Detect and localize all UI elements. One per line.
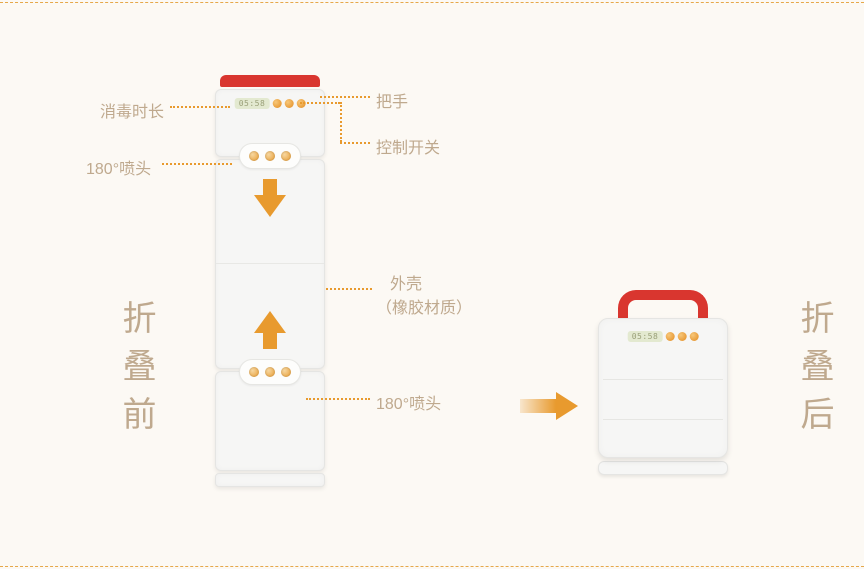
device-mid-section bbox=[215, 159, 325, 369]
nozzle-hole-icon bbox=[249, 151, 259, 161]
nozzle-hole-icon bbox=[265, 367, 275, 377]
arrow-shaft bbox=[520, 399, 556, 413]
fold-line bbox=[603, 419, 723, 420]
nozzle-bottom bbox=[239, 359, 301, 385]
arrow-up-icon bbox=[254, 311, 286, 333]
arrow-head bbox=[556, 392, 578, 420]
device-folded: 05:58 bbox=[598, 290, 728, 475]
page-top-border bbox=[0, 2, 864, 3]
callout-line bbox=[162, 163, 232, 165]
folded-body: 05:58 bbox=[598, 318, 728, 458]
device-unfolded: 05:58 bbox=[215, 75, 325, 487]
display-panel: 05:58 bbox=[230, 96, 311, 111]
callout-line bbox=[326, 288, 372, 290]
page-bottom-border bbox=[0, 566, 864, 567]
led-icon bbox=[272, 99, 281, 108]
label-disinfect-time: 消毒时长 bbox=[100, 98, 164, 122]
arrow-down-icon bbox=[254, 195, 286, 217]
folded-base bbox=[598, 461, 728, 475]
label-before-fold: 折叠前 bbox=[112, 300, 161, 444]
label-control-switch: 控制开关 bbox=[376, 134, 440, 158]
label-after-fold: 折叠后 bbox=[790, 300, 839, 444]
label-handle: 把手 bbox=[376, 88, 408, 112]
led-icon bbox=[689, 332, 698, 341]
led-icon bbox=[665, 332, 674, 341]
nozzle-hole-icon bbox=[281, 367, 291, 377]
nozzle-hole-icon bbox=[249, 367, 259, 377]
nozzle-top bbox=[239, 143, 301, 169]
label-nozzle-left: 180°喷头 bbox=[86, 155, 151, 179]
handle-bar bbox=[220, 75, 320, 87]
lcd-readout: 05:58 bbox=[235, 98, 270, 109]
fold-line bbox=[603, 379, 723, 380]
callout-line bbox=[300, 102, 340, 104]
display-panel-folded: 05:58 bbox=[623, 329, 704, 344]
label-shell-line2: （橡胶材质） bbox=[376, 294, 472, 318]
device-top-section: 05:58 bbox=[215, 89, 325, 157]
callout-line bbox=[306, 398, 370, 400]
device-base bbox=[215, 473, 325, 487]
callout-line bbox=[340, 102, 342, 142]
nozzle-hole-icon bbox=[281, 151, 291, 161]
nozzle-hole-icon bbox=[265, 151, 275, 161]
device-bottom-section bbox=[215, 371, 325, 471]
section-divider bbox=[216, 263, 324, 264]
callout-line bbox=[170, 106, 230, 108]
label-shell-line1: 外壳 bbox=[390, 270, 422, 294]
label-nozzle-bottom: 180°喷头 bbox=[376, 390, 441, 414]
lcd-readout-folded: 05:58 bbox=[628, 331, 663, 342]
led-icon bbox=[677, 332, 686, 341]
led-icon bbox=[284, 99, 293, 108]
callout-line bbox=[340, 142, 370, 144]
transition-arrow-icon bbox=[520, 392, 578, 420]
callout-line bbox=[320, 96, 370, 98]
